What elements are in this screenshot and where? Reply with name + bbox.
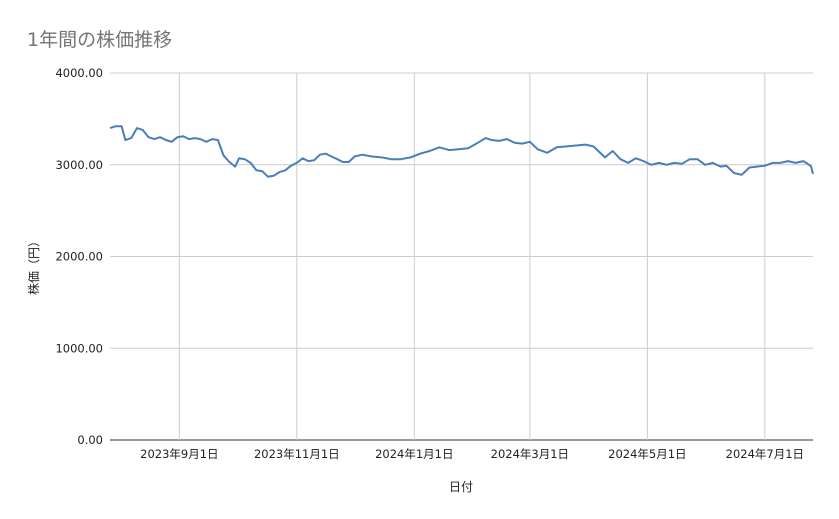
y-tick-label: 0.00 — [77, 433, 103, 447]
x-tick-label: 2024年3月1日 — [491, 447, 569, 461]
y-axis-label: 株価（円） — [26, 235, 41, 295]
x-tick-label: 2024年5月1日 — [608, 447, 686, 461]
y-tick-label: 2000.00 — [55, 250, 103, 264]
x-tick-label: 2023年9月1日 — [140, 447, 218, 461]
series-layer — [109, 125, 814, 178]
x-tick-label: 2023年11月1日 — [254, 447, 340, 461]
x-tick-label: 2024年7月1日 — [726, 447, 804, 461]
y-tick-label: 1000.00 — [55, 341, 103, 355]
x-axis-label: 日付 — [449, 480, 473, 494]
y-axis: 0.00 1000.00 2000.00 3000.00 4000.00 — [55, 66, 103, 447]
y-tick-label: 4000.00 — [55, 66, 103, 80]
y-tick-label: 3000.00 — [55, 158, 103, 172]
grid — [110, 72, 813, 441]
x-tick-label: 2024年1月1日 — [375, 447, 453, 461]
series-line-0 — [109, 125, 814, 178]
chart-title: 1年間の株価推移 — [27, 29, 172, 51]
x-axis: 2023年9月1日 2023年11月1日 2024年1月1日 2024年3月1日 202… — [140, 447, 804, 461]
